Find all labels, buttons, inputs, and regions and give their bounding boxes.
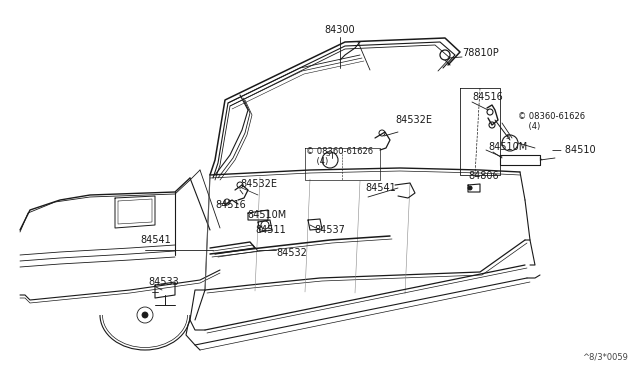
Text: 84806: 84806 <box>468 171 499 181</box>
Circle shape <box>468 186 472 190</box>
Text: 84537: 84537 <box>314 225 345 235</box>
Text: © 08360-61626
    (4): © 08360-61626 (4) <box>306 147 373 166</box>
Text: 78810P: 78810P <box>462 48 499 58</box>
Text: © 08360-61626
    (4): © 08360-61626 (4) <box>518 112 585 131</box>
Text: — 84510: — 84510 <box>552 145 596 155</box>
Text: S: S <box>326 151 330 157</box>
Text: 84541: 84541 <box>140 235 171 245</box>
Text: 84516: 84516 <box>472 92 503 102</box>
Text: 84532E: 84532E <box>395 115 432 125</box>
Text: ^8/3*0059: ^8/3*0059 <box>582 353 628 362</box>
Text: 84533: 84533 <box>148 277 179 287</box>
Text: 84541: 84541 <box>365 183 396 193</box>
Text: 84532E: 84532E <box>240 179 277 189</box>
Text: 84511: 84511 <box>255 225 285 235</box>
Text: 84532: 84532 <box>276 248 307 258</box>
Text: 84516: 84516 <box>215 200 246 210</box>
Text: 84300: 84300 <box>324 25 355 35</box>
Circle shape <box>142 312 148 318</box>
Text: 84510M: 84510M <box>247 210 286 220</box>
Text: S: S <box>506 134 510 140</box>
Text: 84510M: 84510M <box>488 142 527 152</box>
